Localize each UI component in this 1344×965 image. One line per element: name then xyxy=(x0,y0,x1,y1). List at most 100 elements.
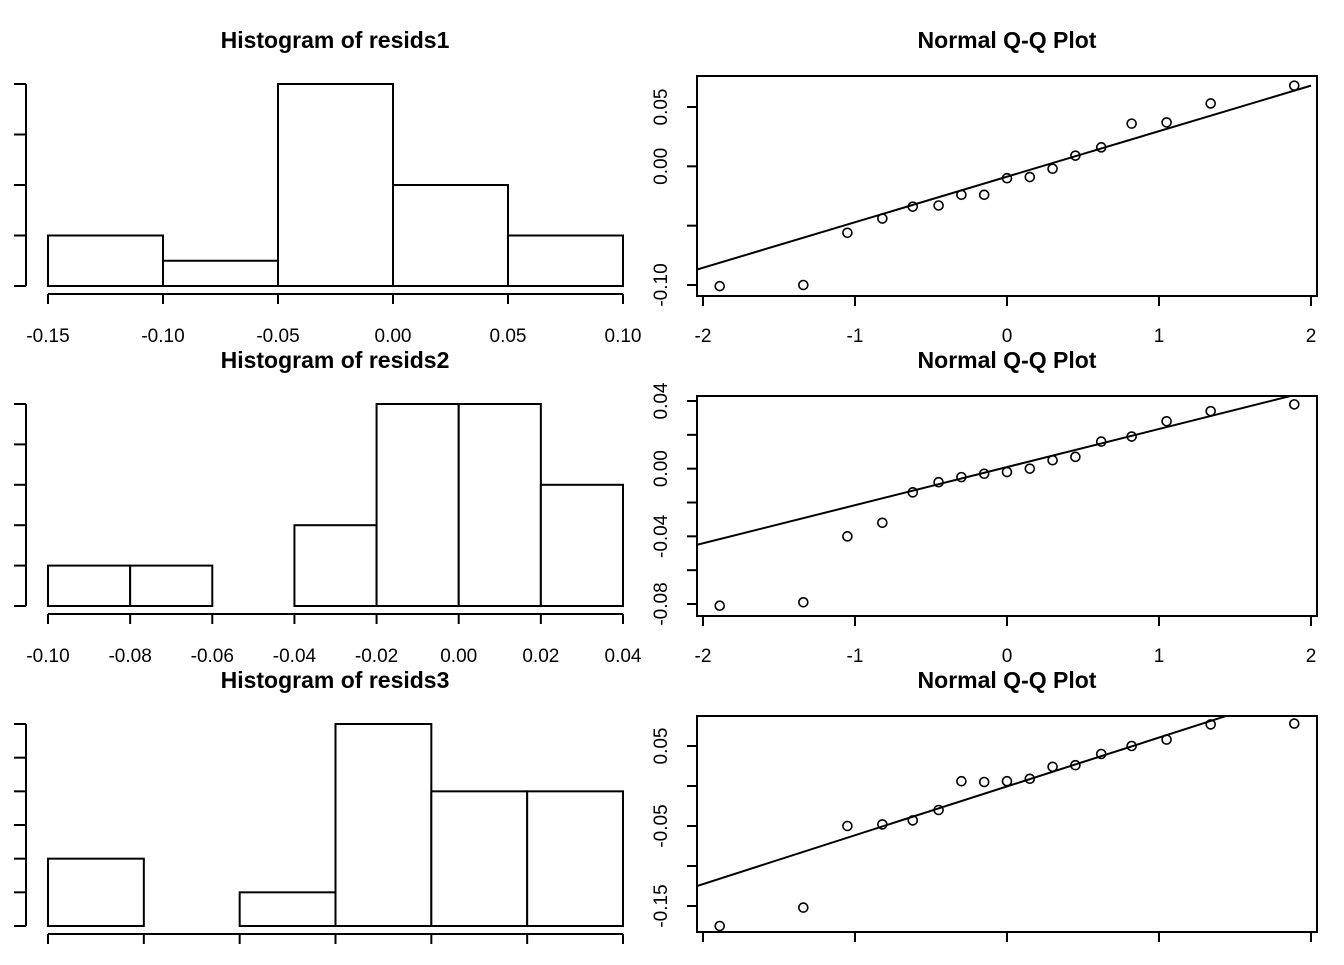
x-tick-label: -1 xyxy=(847,646,864,667)
qq-point xyxy=(1024,463,1036,474)
histogram-resids3-panel: Histogram of resids3 xyxy=(14,667,625,944)
qq-point xyxy=(877,819,888,830)
histogram-bar xyxy=(47,857,145,928)
qq-point xyxy=(798,597,809,608)
histogram-bar xyxy=(129,564,214,607)
plot-frame xyxy=(696,395,1318,617)
x-tick-label: 2 xyxy=(1306,646,1317,667)
qq-point xyxy=(933,200,944,211)
qq-plot-3-panel: Normal Q-Q Plot -0.15 -0.05 0.05 xyxy=(651,667,1318,942)
points xyxy=(714,718,1300,932)
reference-line xyxy=(697,84,1312,271)
bars xyxy=(47,403,624,608)
qq-point xyxy=(842,531,853,542)
qq-point xyxy=(1070,759,1081,771)
x-axis: -2 -1 0 1 2 xyxy=(695,296,1316,347)
reference-line xyxy=(697,716,1228,887)
chart-title: Normal Q-Q Plot xyxy=(918,27,1097,53)
x-tick-label: 1 xyxy=(1154,646,1165,667)
qq-point xyxy=(956,471,967,483)
y-axis: -0.08 -0.04 0.00 0.04 xyxy=(651,382,697,626)
x-axis xyxy=(47,933,624,944)
chart-title: Histogram of resids2 xyxy=(221,347,450,373)
x-tick-label: 0.02 xyxy=(522,646,559,667)
qq-point xyxy=(1205,719,1216,730)
x-tick-label: -1 xyxy=(847,326,864,347)
chart-title: Histogram of resids1 xyxy=(221,27,450,53)
x-tick-label: 0.10 xyxy=(605,326,642,347)
y-tick-label: -0.08 xyxy=(651,582,672,625)
qq-point xyxy=(714,920,726,932)
qq-point xyxy=(798,279,809,291)
qq-point xyxy=(1095,436,1107,447)
qq-point xyxy=(877,517,888,529)
bars xyxy=(47,723,625,928)
qq-point xyxy=(1001,775,1013,787)
plot-frame xyxy=(696,75,1318,297)
qq-reference-line xyxy=(697,716,1228,887)
qq-point xyxy=(1001,466,1013,478)
qq-point xyxy=(907,815,919,826)
qq-point xyxy=(1095,142,1107,153)
qq-plot-2-panel: Normal Q-Q Plot -2 -1 0 1 2 -0.08 -0.04 0.00 0.… xyxy=(651,347,1318,667)
y-tick-label: 0.00 xyxy=(651,450,672,487)
x-tick-label: -0.06 xyxy=(191,646,234,667)
y-axis: -0.15 -0.05 0.05 xyxy=(651,728,697,928)
histogram-bar xyxy=(392,184,509,287)
histogram-bar xyxy=(334,723,433,927)
qq-point xyxy=(1047,761,1058,773)
qq-point xyxy=(1001,172,1013,184)
qq-point xyxy=(956,189,967,201)
qq-point xyxy=(907,487,919,498)
qq-point xyxy=(1024,773,1036,785)
x-tick-label: -0.02 xyxy=(355,646,398,667)
histogram-bar xyxy=(457,403,542,607)
histogram-bar xyxy=(539,483,624,607)
y-axis xyxy=(14,83,27,287)
x-tick-label: 0 xyxy=(1002,326,1013,347)
y-tick-label: -0.10 xyxy=(651,263,672,306)
chart-title: Histogram of resids3 xyxy=(221,667,450,693)
qq-point xyxy=(1161,117,1172,128)
x-tick-label: 0 xyxy=(1002,646,1013,667)
qq-point xyxy=(1047,163,1058,175)
y-axis xyxy=(14,403,27,607)
y-axis xyxy=(14,723,27,927)
chart-title: Normal Q-Q Plot xyxy=(918,667,1097,693)
histogram-bar xyxy=(507,234,624,287)
y-tick-label: 0.05 xyxy=(651,89,672,126)
qq-point xyxy=(877,213,888,224)
histogram-bar xyxy=(277,83,394,287)
bars xyxy=(47,83,624,287)
qq-point xyxy=(978,776,990,788)
y-tick-label: -0.05 xyxy=(651,804,672,847)
qq-point xyxy=(907,201,919,212)
qq-point xyxy=(1288,399,1300,410)
qq-point xyxy=(1288,80,1300,91)
x-tick-label: 1 xyxy=(1154,326,1165,347)
x-tick-label: -0.10 xyxy=(26,646,69,667)
x-axis: -2 -1 0 1 2 xyxy=(695,616,1317,667)
qq-plot-1-panel: Normal Q-Q Plot -2 -1 0 1 2 -0.10 0.00 0.05 xyxy=(651,27,1318,347)
qq-point xyxy=(1205,98,1216,109)
x-tick-label: -0.08 xyxy=(108,646,151,667)
qq-point xyxy=(1161,415,1172,427)
histogram-bar xyxy=(375,403,460,607)
y-tick-label: 0.05 xyxy=(651,728,672,765)
histogram-bar xyxy=(47,564,132,607)
x-tick-label: -0.10 xyxy=(141,326,184,347)
histogram-resids1-panel: Histogram of resids1 -0.15 -0.10 -0.05 0.00… xyxy=(14,27,641,347)
x-tick-label: -2 xyxy=(695,646,712,667)
y-tick-label: 0.00 xyxy=(651,148,672,185)
x-tick-label: 0.05 xyxy=(490,326,527,347)
qq-point xyxy=(714,280,726,292)
qq-reference-line xyxy=(697,84,1312,271)
qq-point xyxy=(978,189,990,201)
y-tick-label: -0.15 xyxy=(651,884,672,927)
x-axis xyxy=(702,932,1312,942)
x-tick-label: 0.00 xyxy=(440,646,477,667)
y-tick-label: -0.04 xyxy=(651,514,672,558)
x-axis: -0.10 -0.08 -0.06 -0.04 -0.02 0.00 0.02 0.04 xyxy=(26,613,642,667)
x-tick-label: 0.00 xyxy=(375,326,412,347)
